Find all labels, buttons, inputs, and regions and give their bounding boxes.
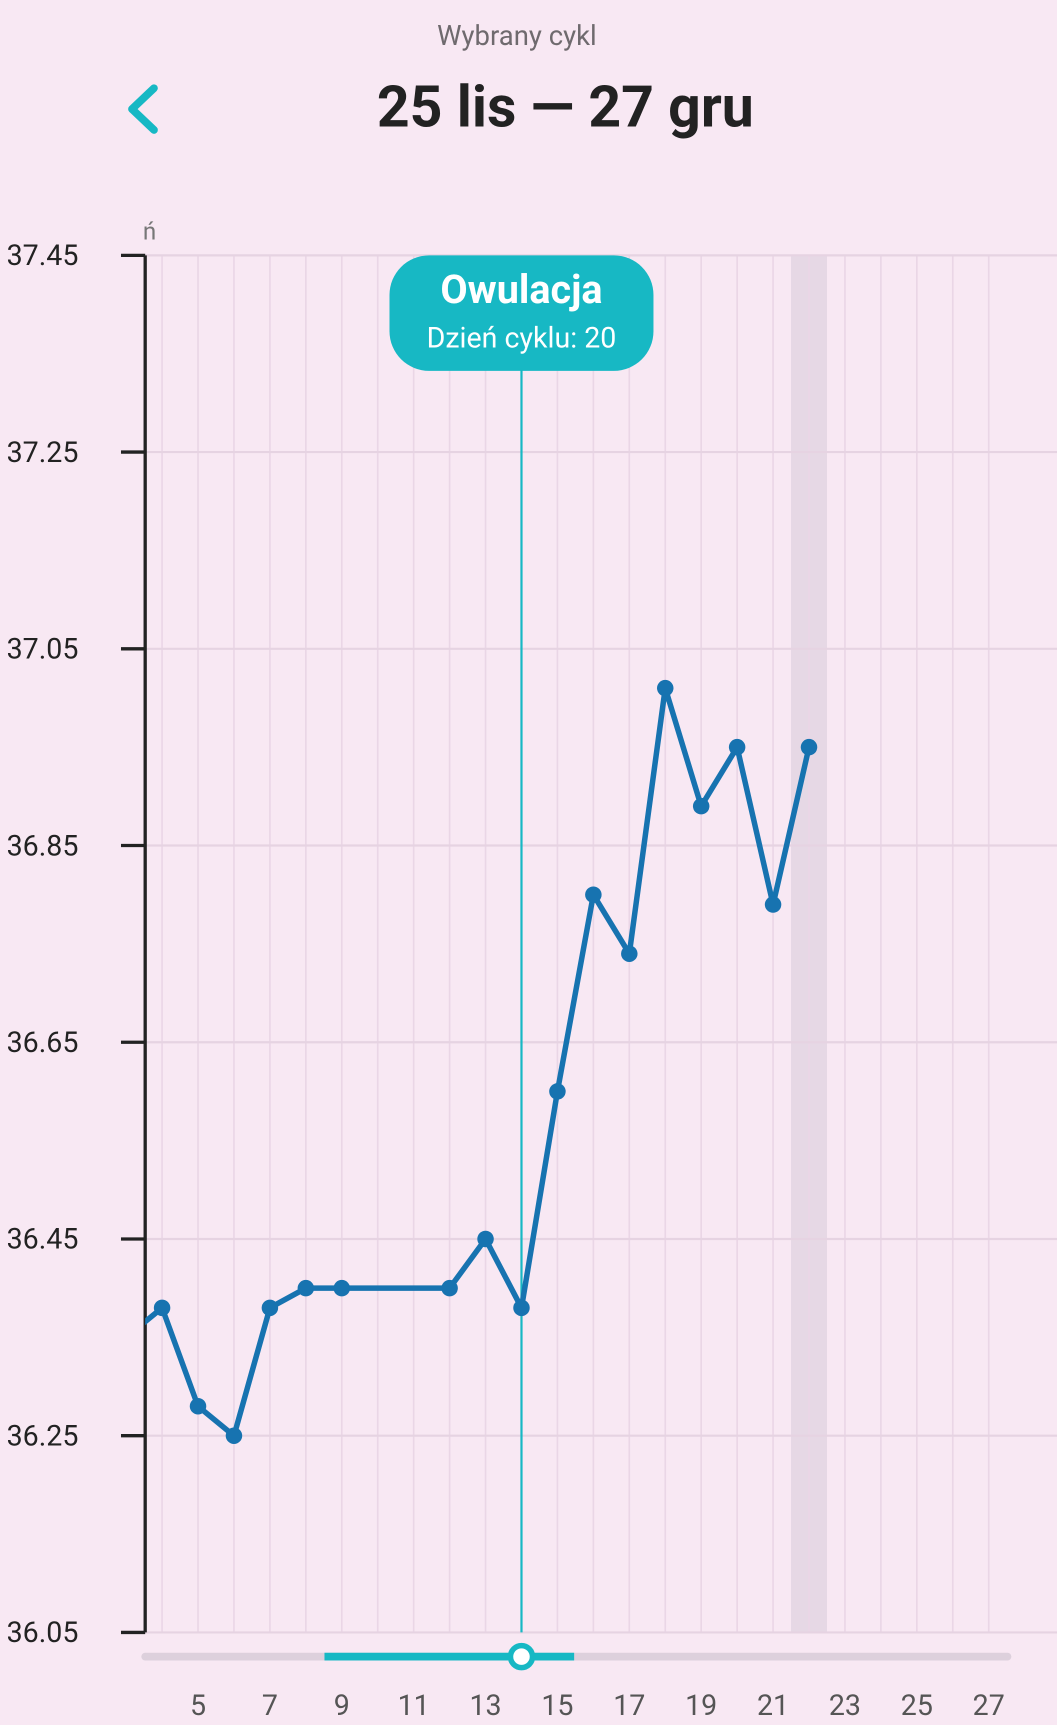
ovulation-subtitle: Dzień cyklu: 20	[427, 321, 617, 355]
axis-note: ń	[143, 218, 156, 246]
x-tick-label: 15	[541, 1688, 573, 1722]
x-tick-label: 11	[398, 1688, 430, 1722]
header-subtitle: Wybrany cykl	[437, 19, 597, 52]
temperature-point	[225, 1427, 243, 1444]
temperature-point	[261, 1299, 279, 1317]
temperature-point	[728, 738, 746, 756]
x-tick-label: 25	[901, 1688, 933, 1722]
y-tick-label: 36.45	[7, 1222, 79, 1256]
temperature-point	[477, 1230, 494, 1248]
back-button[interactable]	[128, 84, 158, 134]
temperature-point	[297, 1279, 315, 1297]
temperature-point	[513, 1299, 530, 1317]
y-tick-label: 37.25	[7, 435, 79, 469]
x-tick-label: 19	[685, 1688, 717, 1722]
y-tick-label: 36.25	[7, 1418, 79, 1452]
temperature-point	[621, 945, 638, 962]
y-tick-label: 36.85	[7, 828, 79, 862]
temperature-point	[764, 896, 782, 913]
x-tick-label: 13	[469, 1688, 501, 1722]
scroll-handle[interactable]	[507, 1642, 536, 1671]
x-tick-label: 7	[262, 1688, 278, 1722]
header-title: 25 lis — 27 gru	[377, 73, 754, 140]
ovulation-title: Owulacja	[440, 266, 602, 313]
plot	[145, 679, 818, 1444]
y-tick-label: 37.45	[7, 238, 79, 272]
temperature-point	[153, 1299, 171, 1317]
x-tick-label: 9	[334, 1688, 350, 1722]
x-tick-label: 21	[757, 1688, 789, 1722]
x-tick-label: 23	[829, 1688, 861, 1722]
temperature-point	[692, 797, 710, 815]
ovulation-badge	[389, 255, 654, 371]
x-tick-label: 17	[613, 1688, 645, 1722]
y-tick-label: 36.05	[7, 1615, 79, 1649]
x-tick-label: 5	[190, 1688, 206, 1722]
temperature-point	[800, 738, 818, 756]
y-tick-label: 37.05	[7, 632, 79, 666]
temperature-point	[189, 1397, 207, 1415]
y-tick-label: 36.65	[7, 1025, 79, 1059]
temperature-point	[333, 1279, 351, 1297]
temperature-point	[441, 1279, 458, 1297]
temperature-point	[549, 1083, 566, 1100]
temperature-point	[656, 679, 674, 697]
x-tick-label: 27	[973, 1688, 1005, 1722]
temperature-point	[585, 886, 602, 903]
